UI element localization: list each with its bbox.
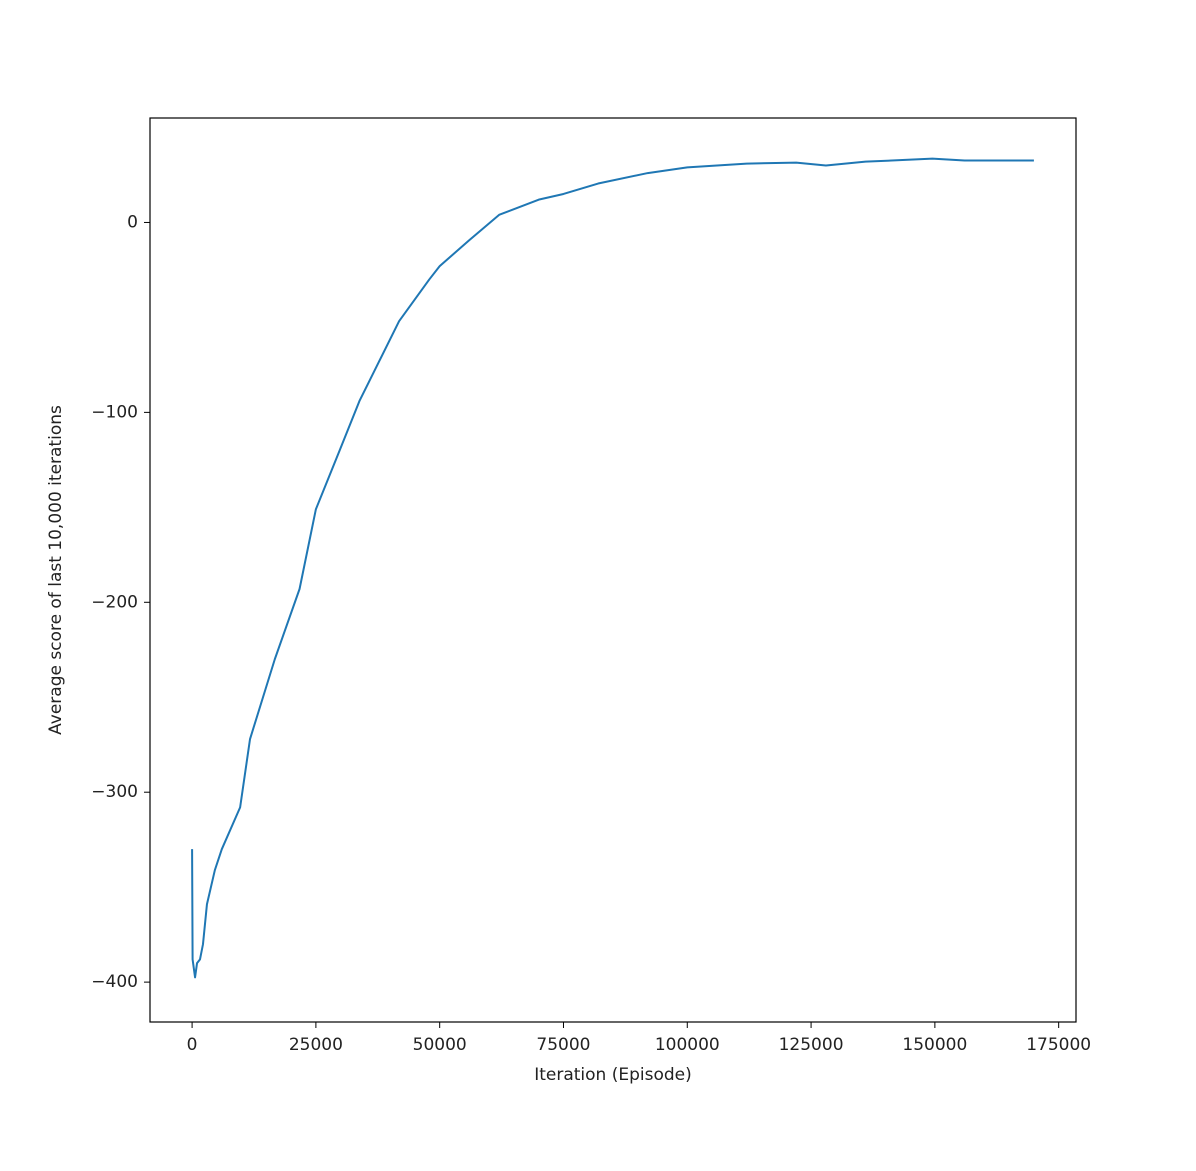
y-axis-label: Average score of last 10,000 iterations xyxy=(46,405,66,735)
x-tick-label: 125000 xyxy=(779,1035,844,1055)
x-tick-label: 25000 xyxy=(289,1035,343,1055)
x-tick-label: 75000 xyxy=(536,1035,590,1055)
data-line xyxy=(191,157,1034,979)
y-tick-label: −300 xyxy=(91,782,138,802)
y-tick-label: −100 xyxy=(91,402,138,422)
x-tick-label: 100000 xyxy=(655,1035,720,1055)
x-axis-label: Iteration (Episode) xyxy=(534,1065,692,1085)
x-tick-label: 0 xyxy=(187,1035,198,1055)
y-tick-label: 0 xyxy=(127,212,138,232)
y-tick-label: −200 xyxy=(91,592,138,612)
x-tick-label: 150000 xyxy=(902,1035,967,1055)
x-tick-label: 175000 xyxy=(1026,1035,1091,1055)
plot-frame xyxy=(149,117,1077,1023)
x-tick-label: 50000 xyxy=(413,1035,467,1055)
y-tick-label: −400 xyxy=(91,972,138,992)
